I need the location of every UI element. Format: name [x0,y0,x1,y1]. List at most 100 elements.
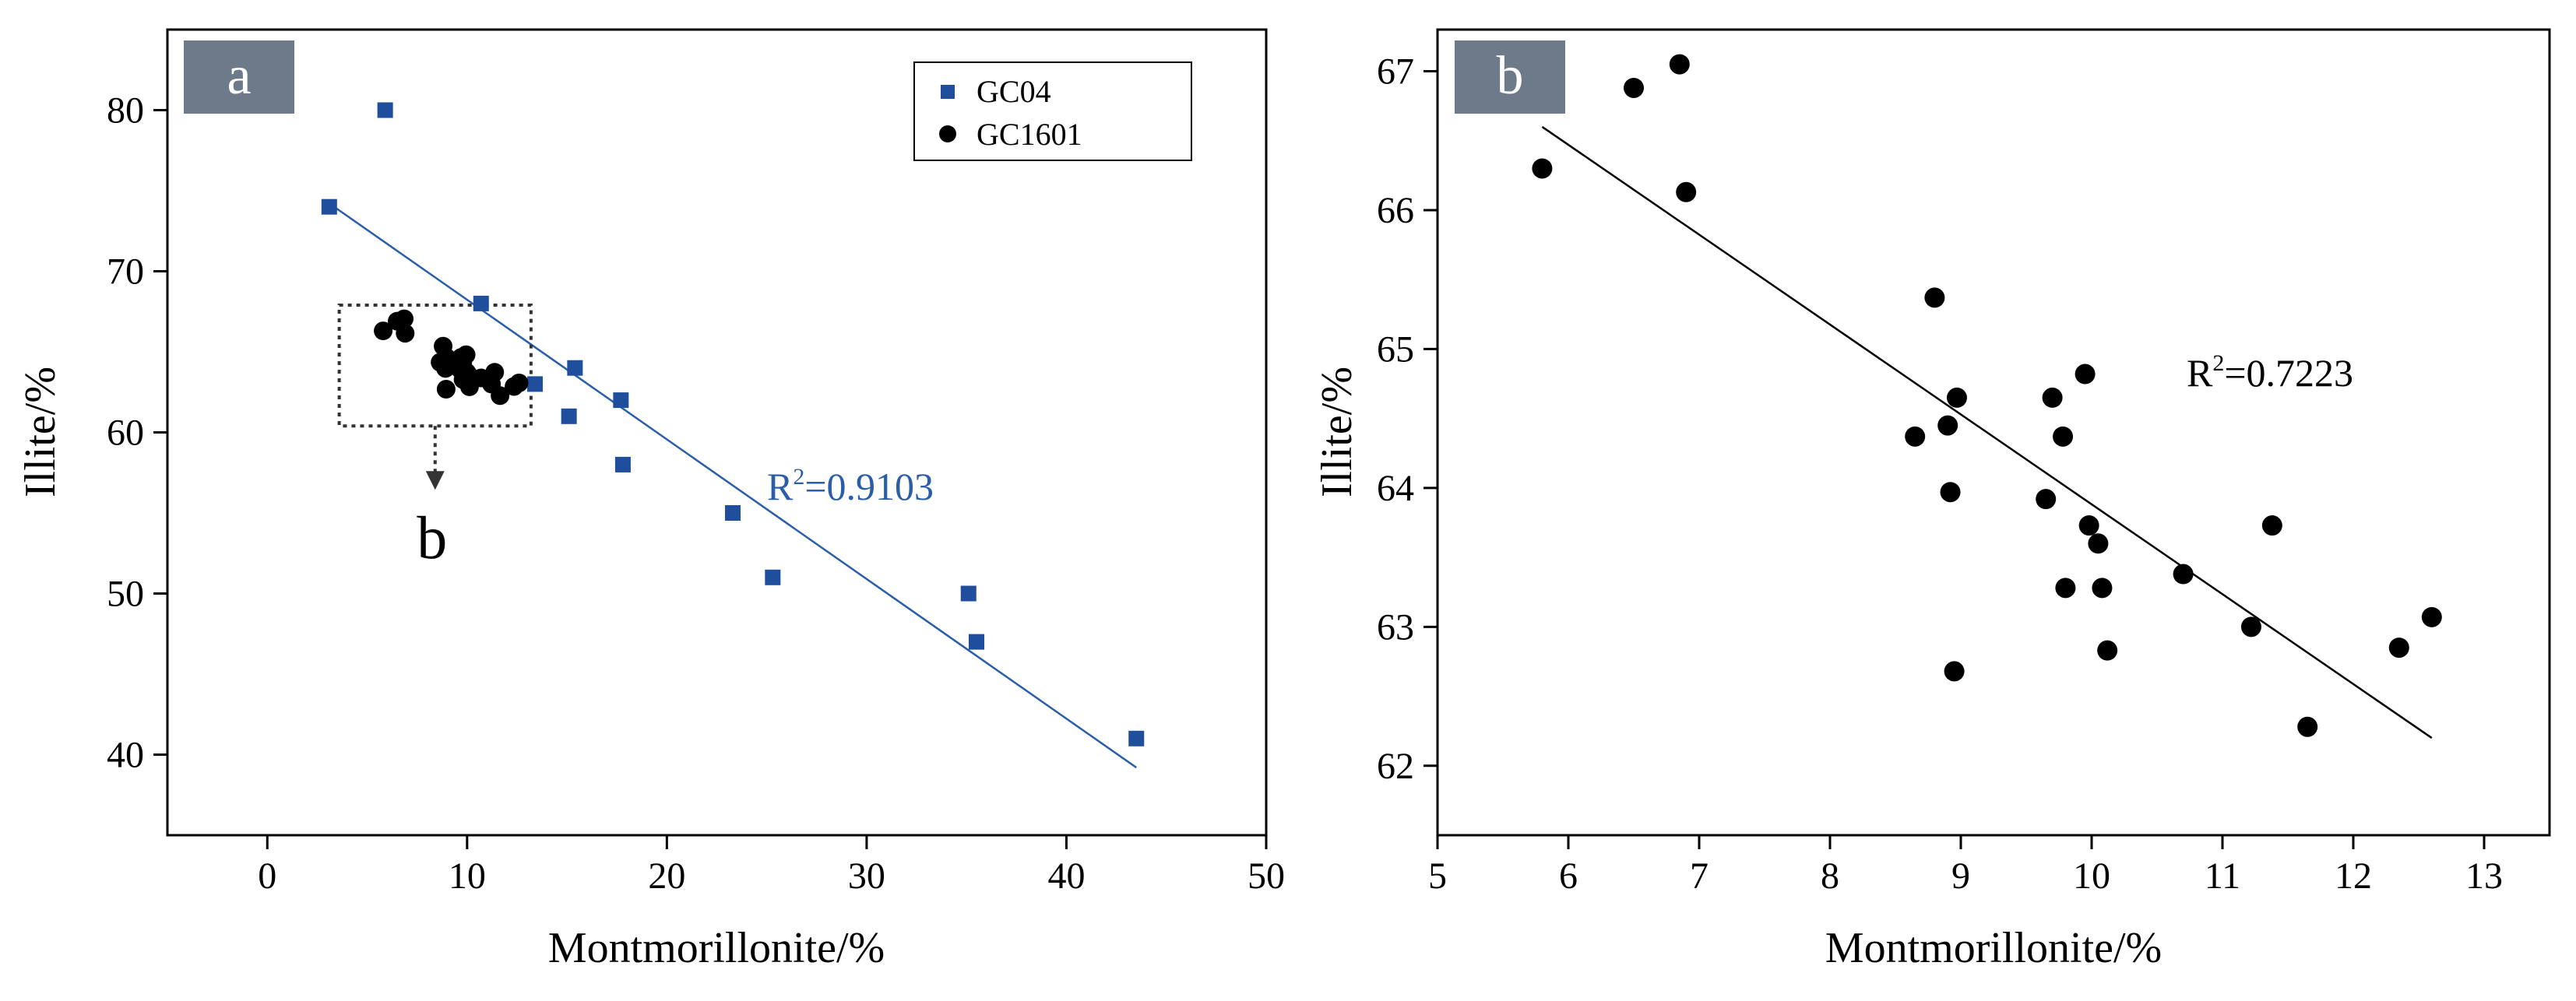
point-b-gc1601-5 [1905,426,1926,447]
point-b-gc1601-9 [1944,661,1965,682]
point-b-gc1601-24 [2421,606,2442,627]
point-b-gc1601-7 [1946,387,1967,408]
point-b-gc1601-21 [2261,515,2282,536]
legend-a: GC04 GC1601 [913,61,1192,161]
point-a-gc1601-0 [374,321,393,341]
legend-frame [913,61,1192,161]
y-tick-label-b-65: 65 [1377,328,1414,370]
point-a-gc04-6 [613,392,629,409]
y-tick-label-a-60: 60 [107,413,144,454]
y-tick-label-a-40: 40 [107,735,144,776]
panel-a: a 0 10 20 30 40 50 40 50 60 70 80 Montmorillonite… [16,28,1285,972]
panel-label-box-b [1455,40,1565,114]
x-tick-label-b-9: 9 [1951,855,1970,897]
inset-arrowhead [425,471,445,490]
x-tick-label-b-11: 11 [2205,855,2240,897]
point-a-gc04-5 [567,360,583,376]
x-tick-label-b-5: 5 [1428,855,1447,897]
y-tick-label-b-67: 67 [1377,51,1414,93]
legend-label-gc1601: GC1601 [977,117,1082,152]
point-a-gc04-7 [614,456,631,472]
point-b-gc1601-16 [2088,533,2109,554]
point-a-gc04-2 [473,295,489,311]
y-tick-label-b-64: 64 [1377,468,1414,509]
point-a-gc1601-21 [485,363,505,382]
x-tick-label-a-0: 0 [258,855,276,897]
x-tick-label-a-20: 20 [648,855,685,897]
panel-label-a: a [227,46,251,106]
point-a-gc1601-9 [436,380,456,399]
point-a-gc1601-8 [436,359,456,378]
x-tick-label-b-6: 6 [1559,855,1578,897]
x-tick-label-b-10: 10 [2073,855,2110,897]
x-axis-title-b: Montmorillonite/% [1825,924,2162,972]
legend-marker-gc1601 [939,125,956,142]
fit-line-a [326,201,1137,769]
x-tick-label-b-12: 12 [2335,855,2372,897]
x-tick-label-a-30: 30 [848,855,885,897]
y-axis-title-b: Illite/% [1313,367,1361,497]
r2-sup-a: 2 [793,464,804,490]
point-b-gc1601-15 [2055,578,2076,599]
point-b-gc1601-1 [1624,77,1644,98]
inset-arrow-label: b [417,504,447,571]
plot-frame-b [1436,28,2551,837]
panel-label-b: b [1497,46,1524,106]
y-tick-label-a-50: 50 [107,574,144,615]
x-axis-title-a: Montmorillonite/% [548,924,885,972]
point-b-gc1601-18 [2097,640,2118,661]
point-b-gc1601-12 [2053,426,2074,447]
point-b-gc1601-22 [2297,716,2318,737]
point-a-gc04-10 [960,585,977,602]
y-tick-label-b-66: 66 [1377,190,1414,231]
r2-value-a: =0.9103 [804,465,934,508]
point-b-gc1601-17 [2092,578,2113,599]
legend-label-gc04: GC04 [977,74,1051,109]
point-b-gc1601-2 [1669,54,1690,75]
inset-box [337,303,533,428]
point-b-gc1601-3 [1676,181,1697,202]
y-tick-label-a-80: 80 [107,90,144,132]
point-b-gc1601-10 [2036,489,2057,510]
r2-prefix-b: R [2187,351,2213,395]
fit-line-b [1541,125,2433,739]
legend-marker-gc04 [941,85,955,99]
y-tick-label-b-62: 62 [1377,746,1414,787]
r2-prefix-a: R [767,465,794,508]
point-a-gc1601-2 [395,309,414,328]
x-tick-label-a-40: 40 [1047,855,1085,897]
y-axis-title-a: Illite/% [16,367,65,497]
point-a-gc1601-24 [509,373,529,392]
point-a-gc1601-13 [456,345,476,364]
point-a-gc04-4 [561,408,577,424]
point-a-gc04-0 [321,198,337,215]
point-a-gc1601-3 [396,324,415,343]
panel-label-box-a [184,40,294,114]
point-b-gc1601-20 [2240,616,2261,637]
x-tick-label-a-10: 10 [449,855,486,897]
point-b-gc1601-6 [1937,415,1958,436]
point-b-gc1601-23 [2388,637,2409,659]
point-b-gc1601-11 [2042,387,2063,408]
r2-annotation-b: R2=0.7223 [2187,350,2353,395]
point-b-gc1601-0 [1532,158,1553,179]
point-a-gc04-1 [377,102,393,118]
r2-sup-b: 2 [2212,350,2224,376]
point-a-gc04-11 [969,634,985,650]
point-a-gc04-9 [765,569,781,585]
point-a-gc04-12 [1128,730,1145,746]
y-tick-label-a-70: 70 [107,251,144,293]
r2-value-b: =0.7223 [2224,351,2353,395]
y-tick-label-b-63: 63 [1377,606,1414,648]
point-b-gc1601-13 [2075,364,2096,385]
x-tick-label-b-13: 13 [2465,855,2503,897]
point-a-gc1601-22 [491,386,510,406]
r2-annotation-a: R2=0.9103 [767,464,934,508]
x-tick-label-b-8: 8 [1821,855,1839,897]
point-b-gc1601-19 [2173,564,2194,585]
point-b-gc1601-4 [1924,287,1945,308]
x-tick-label-b-7: 7 [1690,855,1709,897]
point-b-gc1601-14 [2078,515,2099,536]
